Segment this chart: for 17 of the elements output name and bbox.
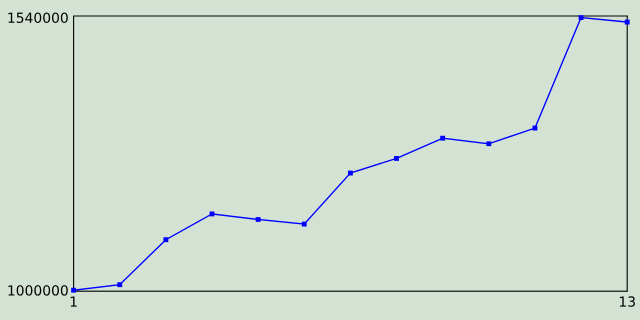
point bbox=[624, 20, 630, 24]
point bbox=[210, 212, 214, 216]
x-tick-label: 1 bbox=[70, 296, 77, 307]
point bbox=[71, 288, 76, 293]
point bbox=[532, 126, 538, 131]
x-tick-label: 13 bbox=[620, 296, 635, 307]
y-tick-label: 1540000 bbox=[8, 12, 68, 23]
point bbox=[578, 15, 584, 20]
point bbox=[486, 141, 492, 146]
point bbox=[163, 237, 168, 242]
point bbox=[394, 156, 399, 161]
point bbox=[302, 222, 307, 226]
y-tick-label: 1000000 bbox=[8, 285, 68, 296]
point bbox=[256, 217, 261, 222]
point bbox=[440, 136, 446, 141]
point bbox=[348, 170, 353, 176]
point bbox=[117, 282, 122, 288]
